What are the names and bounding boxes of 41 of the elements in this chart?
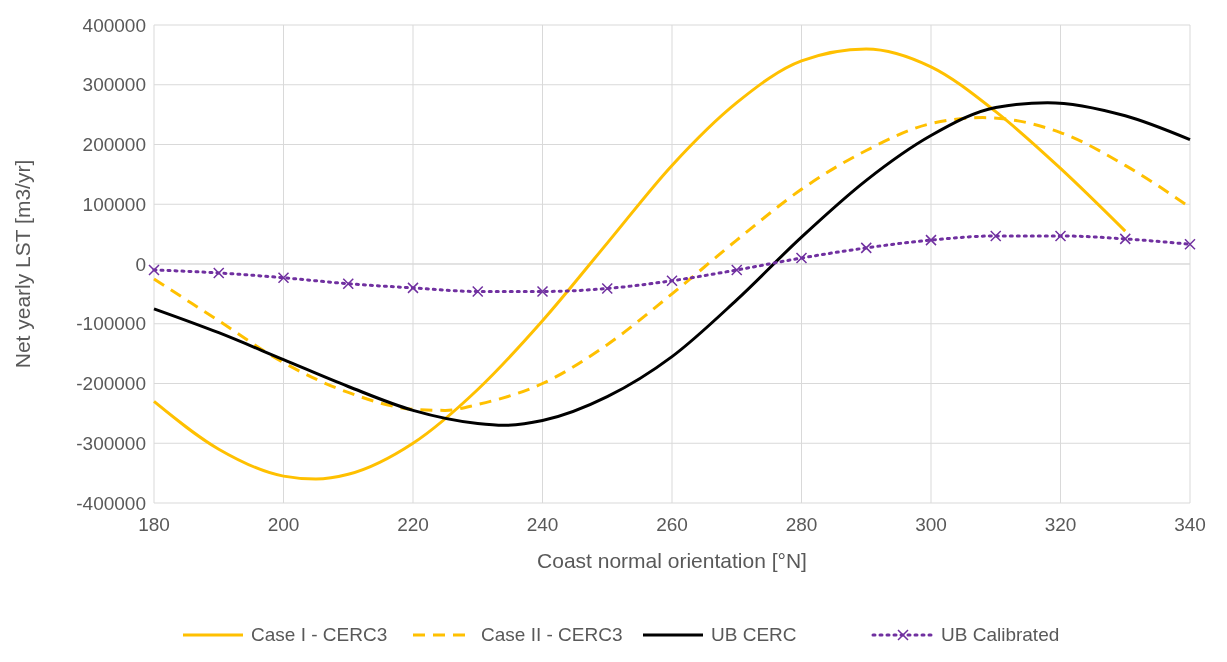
legend-label: UB Calibrated [941,624,1060,645]
point [536,285,549,298]
point [407,282,419,294]
legend-label: Case II - CERC3 [481,624,623,645]
point [277,271,290,284]
y-tick-label: -200000 [76,373,146,395]
x-tick-label: 220 [397,514,429,535]
point [860,242,872,254]
x-tick-label: 320 [1044,514,1077,535]
y-tick-label: -400000 [76,492,146,514]
y-tick-label: -300000 [76,432,146,454]
point [666,274,678,287]
point [795,252,808,264]
point [1184,238,1196,251]
point [925,234,937,246]
point [990,230,1002,242]
point [1119,233,1131,245]
x-axis-title: Coast normal orientation [°N] [537,549,807,572]
y-tick-label: 100000 [82,193,146,215]
y-tick-label: 300000 [82,74,146,96]
y-tick-label: 400000 [82,14,146,36]
legend-label: UB CERC [711,624,797,645]
point [342,277,354,290]
y-axis-title: Net yearly LST [m3/yr] [11,159,34,369]
x-tick-label: 300 [915,514,947,535]
x-tick-label: 180 [138,514,170,535]
x-tick-label: 340 [1174,514,1206,535]
x-tick-label: 280 [785,514,818,535]
point [148,264,160,276]
point [601,282,613,295]
legend-label: Case I - CERC3 [251,624,388,645]
point [731,264,743,276]
x-tick-label: 260 [656,514,688,535]
point [213,267,225,279]
point [472,285,484,298]
x-tick-label: 200 [267,514,300,535]
y-tick-label: 200000 [82,134,146,156]
point [1054,230,1067,242]
y-tick-label: -100000 [76,313,146,335]
x-tick-label: 240 [526,514,559,535]
y-tick-label: 0 [135,253,146,275]
